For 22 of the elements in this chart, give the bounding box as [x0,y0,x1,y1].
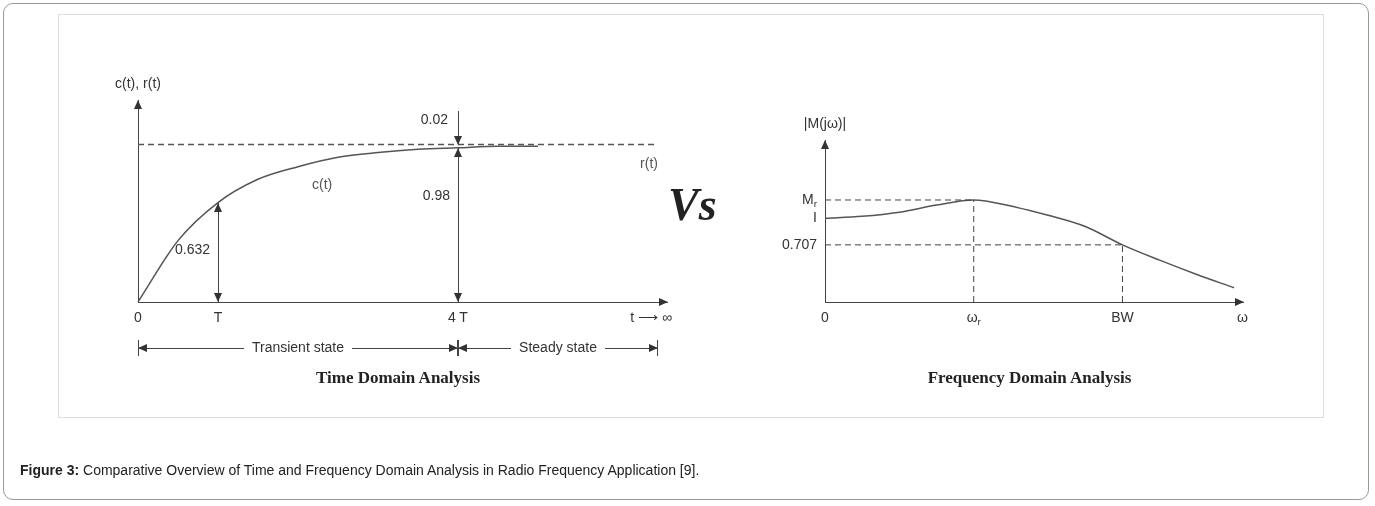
annotation: 0.02 [420,111,449,128]
x-tick-label: 0 [821,308,830,325]
series-label: r(t) [640,155,659,172]
y-axis-title: |M(jω)| [803,114,847,131]
x-axis-title: t ⟶ ∞ [630,308,673,325]
text: Steady state [519,338,598,355]
annotation: 0.98 [422,186,451,203]
text: Vs [668,178,717,231]
x-tick-label: T [213,308,223,325]
text: 0.707 [781,235,818,252]
x-tick-label: 4 T [447,308,469,325]
series-label: c(t) [312,175,333,192]
y-axis-title: c(t), r(t) [115,74,161,91]
x-tick-label: BW [1111,308,1135,325]
text: Frequency Domain Analysis [927,368,1132,388]
text: Transient state [251,338,345,355]
x-axis-title: ω [1237,308,1249,325]
annotation: 0.632 [174,241,211,258]
x-tick-label: 0 [134,308,143,325]
text: I [813,209,817,226]
caption: Figure 3: Comparative Overview of Time and Frequency Domain Analysis in Radio Frequency Application [9]. [20,462,700,478]
text: Time Domain Analysis [315,368,481,388]
